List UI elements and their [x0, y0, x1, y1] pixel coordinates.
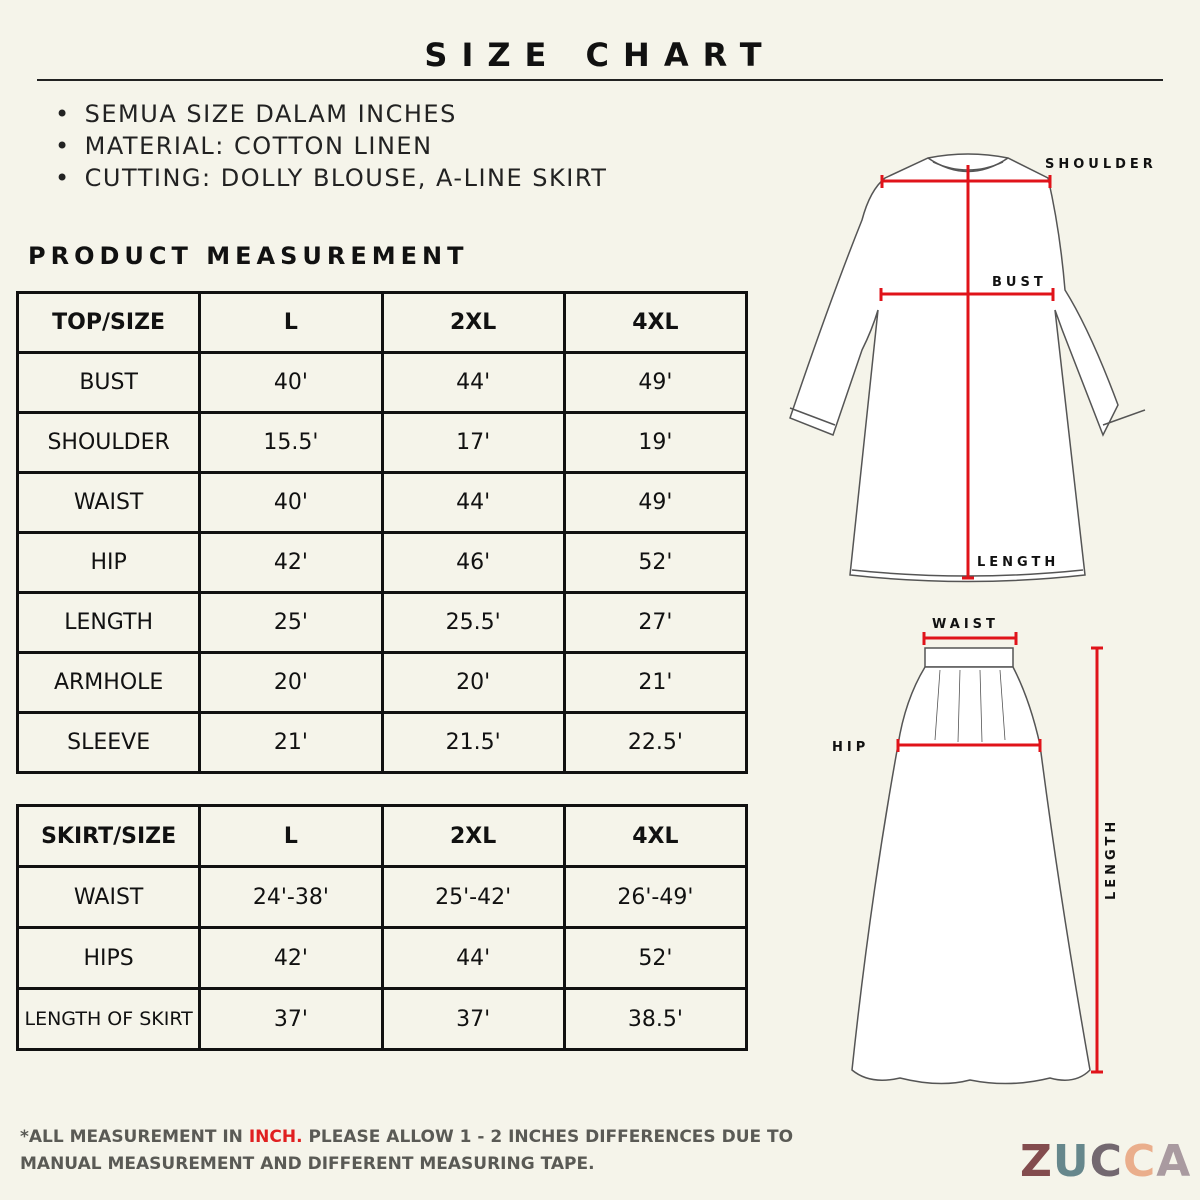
table-row: HIP 42' 46' 52' — [15, 531, 749, 594]
logo-letter: C — [1089, 1136, 1123, 1187]
table-row: WAIST 40' 44' 49' — [15, 471, 749, 534]
column-header: SKIRT/SIZE — [15, 804, 202, 868]
column-header: TOP/SIZE — [15, 291, 202, 354]
table-cell: 37' — [380, 987, 566, 1051]
table-cell: 24'-38' — [198, 865, 384, 929]
row-label: SLEEVE — [15, 711, 202, 774]
measure-lines — [879, 165, 1103, 1074]
shoulder-label: SHOULDER — [1045, 157, 1157, 172]
column-header: 4XL — [562, 804, 749, 868]
column-header: L — [198, 291, 384, 354]
footer-text: *ALL MEASUREMENT IN — [20, 1127, 249, 1147]
page-title: SIZE CHART — [424, 36, 776, 74]
table-cell: 40' — [198, 351, 384, 414]
column-header: 2XL — [380, 291, 566, 354]
table-cell: 44' — [380, 471, 566, 534]
table-cell: 49' — [562, 351, 749, 414]
note-item: CUTTING: DOLLY BLOUSE, A-LINE SKIRT — [55, 162, 607, 194]
table-cell: 19' — [562, 411, 749, 474]
title-divider — [37, 79, 1163, 81]
table-cell: 20' — [380, 651, 566, 714]
column-header: 4XL — [562, 291, 749, 354]
table-header-row: SKIRT/SIZE L 2XL 4XL — [15, 804, 749, 868]
brand-logo: ZUCCA — [1020, 1136, 1191, 1187]
top-size-table: TOP/SIZE L 2XL 4XL BUST 40' 44' 49' SHOULDER 15.5… — [15, 291, 749, 774]
table-row: SHOULDER 15.5' 17' 19' — [15, 411, 749, 474]
logo-letter: Z — [1020, 1136, 1053, 1187]
table-cell: 25.5' — [380, 591, 566, 654]
table-cell: 49' — [562, 471, 749, 534]
table-cell: 22.5' — [562, 711, 749, 774]
table-cell: 25' — [198, 591, 384, 654]
row-label: LENGTH OF SKIRT — [15, 987, 202, 1051]
row-label: LENGTH — [15, 591, 202, 654]
note-item: SEMUA SIZE DALAM INCHES — [55, 98, 607, 130]
table-cell: 52' — [562, 531, 749, 594]
table-cell: 15.5' — [198, 411, 384, 474]
top-length-label: LENGTH — [977, 555, 1059, 570]
table-cell: 42' — [198, 926, 384, 990]
hip-label: HIP — [832, 740, 869, 755]
table-cell: 21' — [198, 711, 384, 774]
column-header: L — [198, 804, 384, 868]
row-label: HIP — [15, 531, 202, 594]
table-cell: 27' — [562, 591, 749, 654]
bust-label: BUST — [992, 275, 1047, 290]
row-label: WAIST — [15, 865, 202, 929]
table-cell: 21.5' — [380, 711, 566, 774]
note-item: MATERIAL: COTTON LINEN — [55, 130, 607, 162]
row-label: SHOULDER — [15, 411, 202, 474]
table-row: HIPS 42' 44' 52' — [15, 926, 749, 990]
skirt-length-label: LENGTH — [1104, 818, 1119, 900]
dress-illustration — [789, 153, 1146, 583]
table-cell: 26'-49' — [562, 865, 749, 929]
table-cell: 40' — [198, 471, 384, 534]
logo-letter: C — [1122, 1136, 1157, 1187]
skirt-size-table: SKIRT/SIZE L 2XL 4XL WAIST 24'-38' 25'-42' 26'-… — [15, 804, 749, 1051]
table-cell: 25'-42' — [380, 865, 566, 929]
table-row: LENGTH OF SKIRT 37' 37' 38.5' — [15, 987, 749, 1051]
table-cell: 46' — [380, 531, 566, 594]
section-title: PRODUCT MEASUREMENT — [28, 242, 469, 270]
logo-letter: U — [1052, 1136, 1090, 1187]
footer-highlight: INCH. — [248, 1127, 303, 1147]
table-cell: 17' — [380, 411, 566, 474]
column-header: 2XL — [380, 804, 566, 868]
row-label: WAIST — [15, 471, 202, 534]
table-row: BUST 40' 44' 49' — [15, 351, 749, 414]
logo-letter: A — [1156, 1136, 1192, 1187]
table-row: WAIST 24'-38' 25'-42' 26'-49' — [15, 865, 749, 929]
table-header-row: TOP/SIZE L 2XL 4XL — [15, 291, 749, 354]
footer-text: PLEASE ALLOW 1 - 2 INCHES DIFFERENCES DU… — [20, 1127, 794, 1174]
notes-list: SEMUA SIZE DALAM INCHES MATERIAL: COTTON… — [55, 98, 607, 194]
footer-note: *ALL MEASUREMENT IN INCH. PLEASE ALLOW 1… — [20, 1124, 820, 1178]
table-cell: 21' — [562, 651, 749, 714]
table-cell: 42' — [198, 531, 384, 594]
row-label: HIPS — [15, 926, 202, 990]
table-row: LENGTH 25' 25.5' 27' — [15, 591, 749, 654]
table-row: ARMHOLE 20' 20' 21' — [15, 651, 749, 714]
table-cell: 38.5' — [562, 987, 749, 1051]
table-row: SLEEVE 21' 21.5' 22.5' — [15, 711, 749, 774]
skirt-illustration — [851, 647, 1091, 1085]
table-cell: 44' — [380, 351, 566, 414]
table-cell: 20' — [198, 651, 384, 714]
waist-label: WAIST — [932, 617, 999, 632]
table-cell: 52' — [562, 926, 749, 990]
row-label: BUST — [15, 351, 202, 414]
table-cell: 37' — [198, 987, 384, 1051]
table-cell: 44' — [380, 926, 566, 990]
row-label: ARMHOLE — [15, 651, 202, 714]
